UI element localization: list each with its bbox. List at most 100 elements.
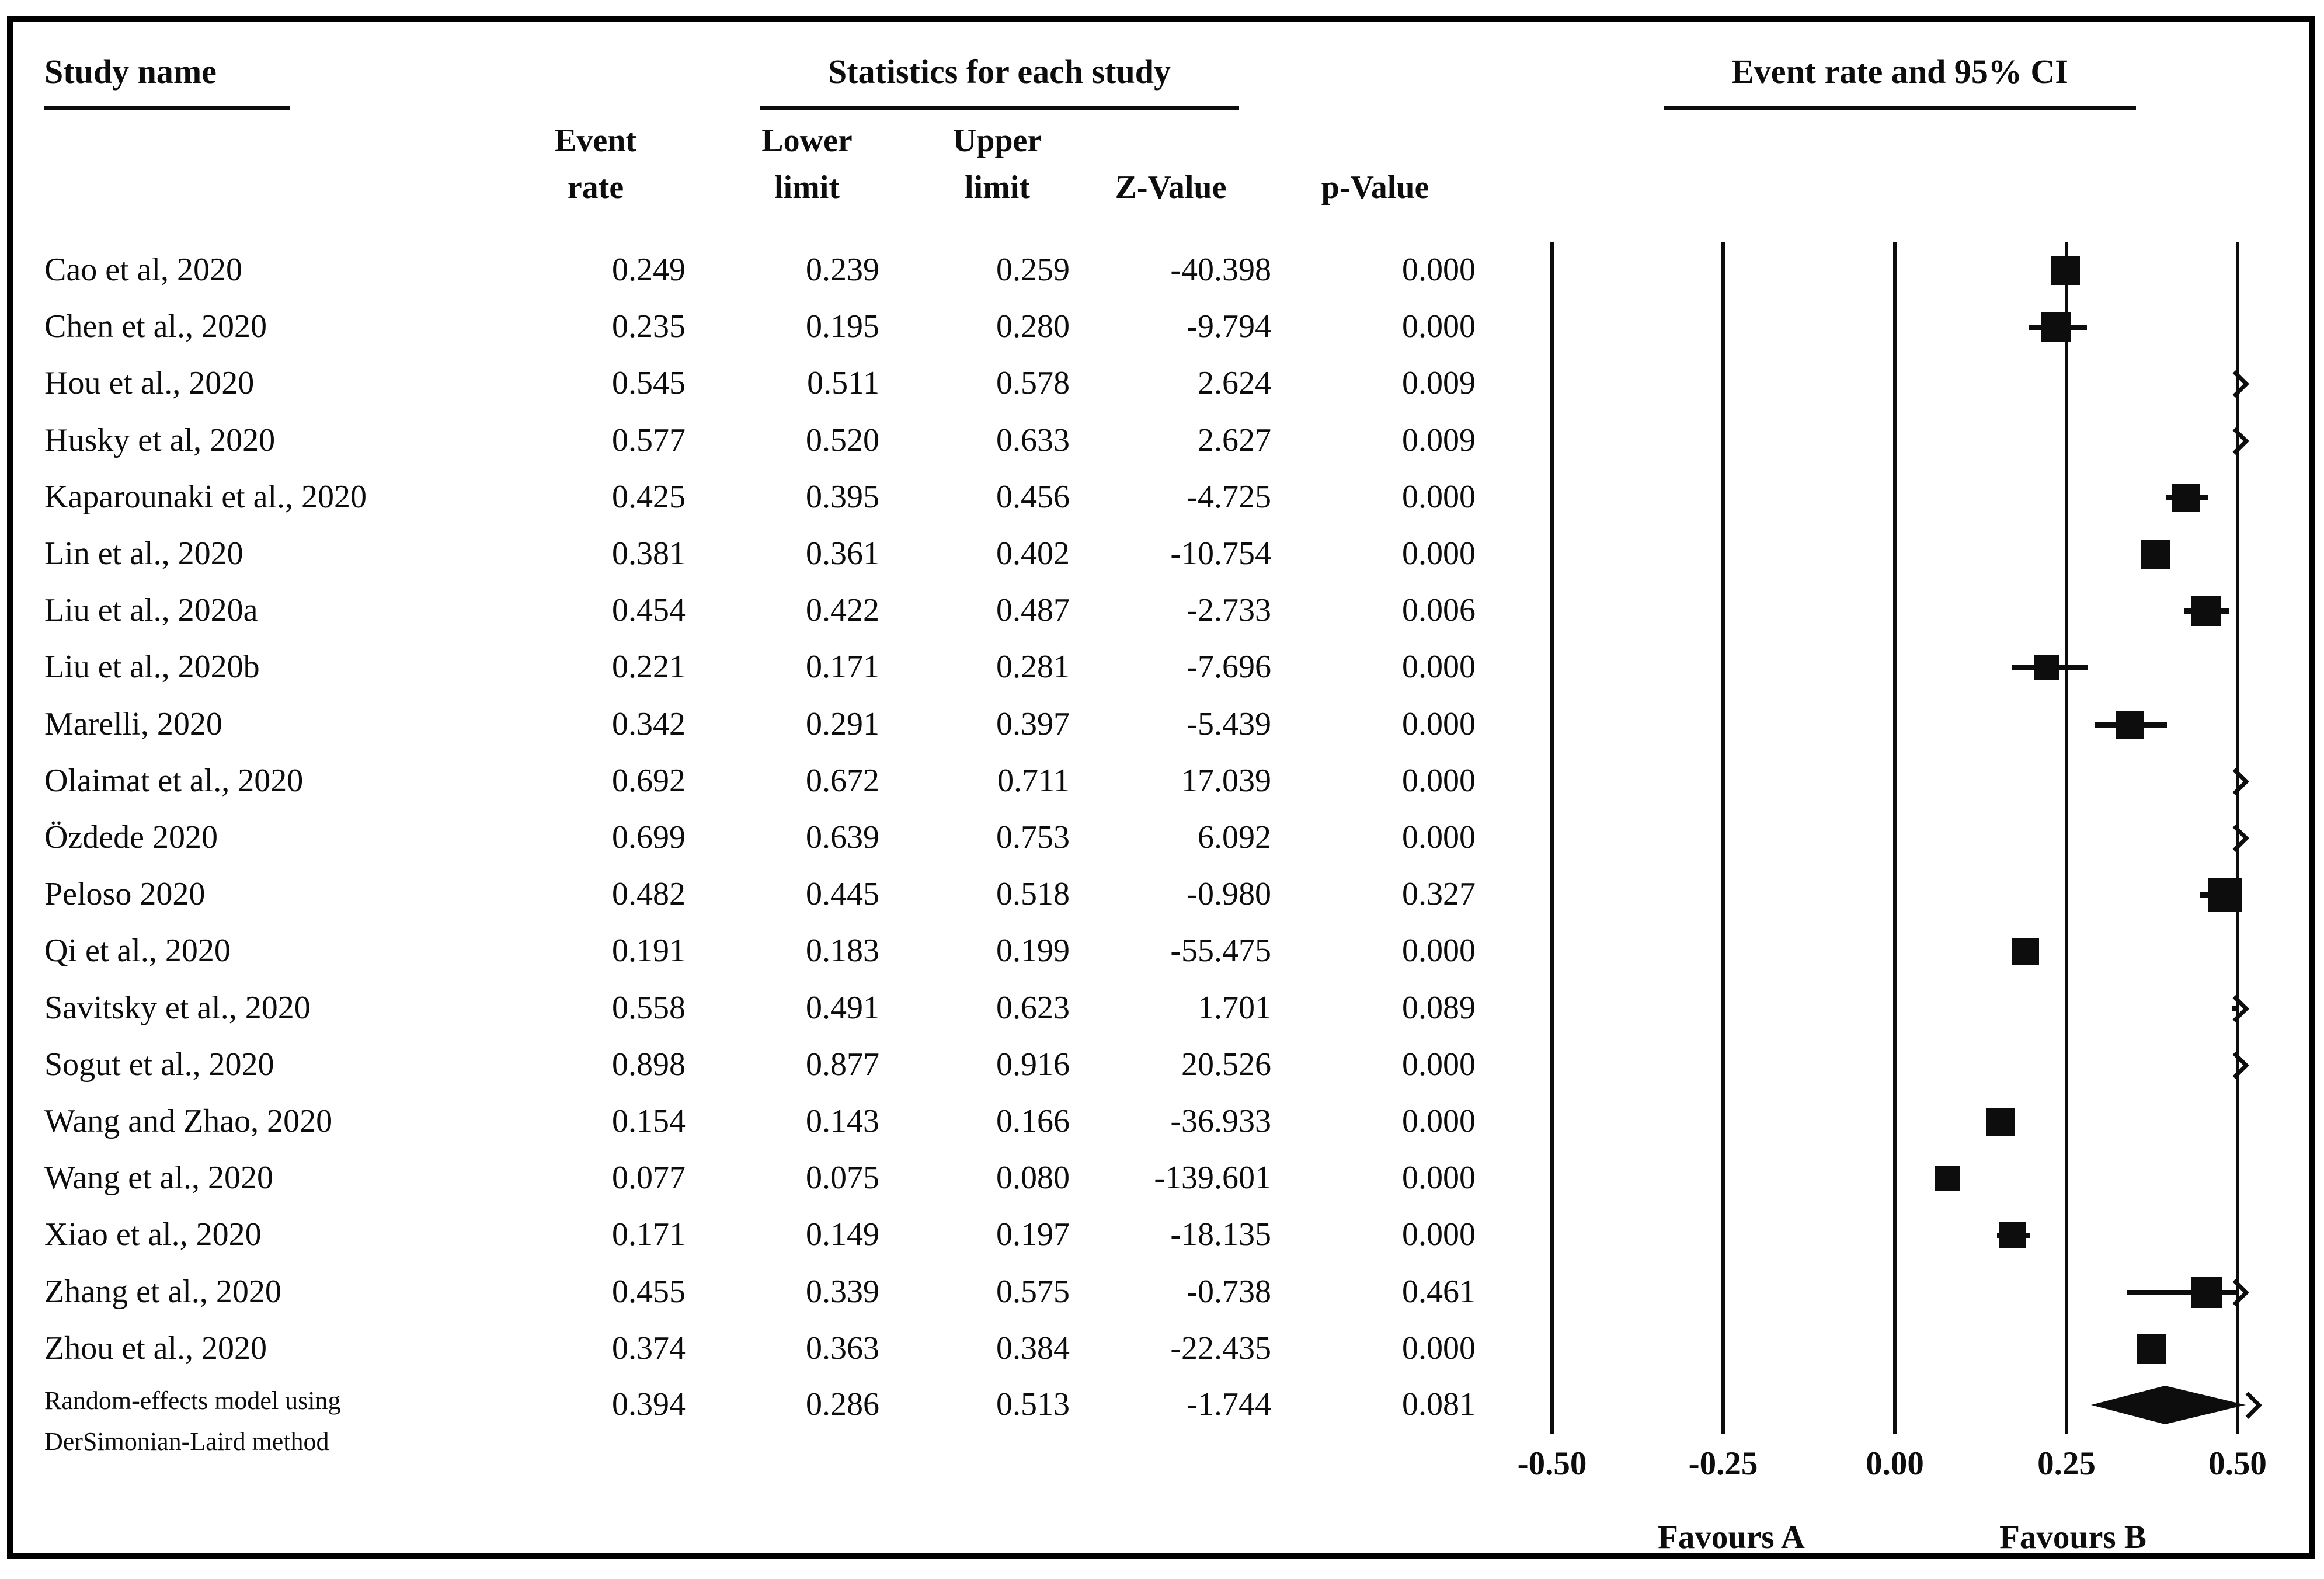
p-value: 0.000 xyxy=(1402,1330,1476,1366)
z-value: -0.980 xyxy=(1187,876,1271,912)
ci-header: Event rate and 95% CI xyxy=(1731,53,2068,91)
event-rate-value: 0.235 xyxy=(612,308,686,345)
z-value: 1.701 xyxy=(1198,990,1271,1026)
study-name-label: Xiao et al., 2020 xyxy=(44,1216,262,1253)
study-name-label: Lin et al., 2020 xyxy=(44,535,243,572)
study-name-label: Marelli, 2020 xyxy=(44,706,222,742)
axis-tick-label: -0.50 xyxy=(1517,1445,1587,1482)
lower-limit-value: 0.520 xyxy=(806,422,879,458)
col-header-event-line2: rate xyxy=(567,169,624,206)
p-value: 0.327 xyxy=(1402,876,1476,912)
lower-limit-value: 0.422 xyxy=(806,592,879,628)
p-value: 0.000 xyxy=(1402,1216,1476,1253)
axis-tick-label: 0.50 xyxy=(2208,1445,2267,1482)
z-value: 2.624 xyxy=(1198,365,1271,401)
study-name-label: Liu et al., 2020a xyxy=(44,592,258,628)
offscale-arrow-icon xyxy=(2222,427,2249,455)
event-rate-value: 0.249 xyxy=(612,252,686,288)
upper-limit-value: 0.633 xyxy=(996,422,1070,458)
p-value: 0.000 xyxy=(1402,535,1476,572)
upper-limit-value: 0.575 xyxy=(996,1274,1070,1310)
upper-limit-value: 0.753 xyxy=(996,819,1070,855)
study-name-label: Husky et al, 2020 xyxy=(44,422,276,458)
p-value: 0.009 xyxy=(1402,422,1476,458)
z-value: -5.439 xyxy=(1187,706,1271,742)
lower-limit-value: 0.239 xyxy=(806,252,879,288)
upper-limit-value: 0.384 xyxy=(996,1330,1070,1366)
event-rate-marker xyxy=(2116,711,2144,739)
z-value: -9.794 xyxy=(1187,308,1271,345)
event-rate-value: 0.545 xyxy=(612,365,686,401)
z-value: -18.135 xyxy=(1170,1216,1271,1253)
lower-limit-value: 0.395 xyxy=(806,479,879,515)
col-header-lower-line1: Lower xyxy=(761,123,853,159)
study-name-label: Qi et al., 2020 xyxy=(44,933,231,969)
p-value: 0.009 xyxy=(1402,365,1476,401)
col-header-p-value: p-Value xyxy=(1321,169,1429,206)
upper-limit-value: 0.487 xyxy=(996,592,1070,628)
event-rate-marker xyxy=(1999,1222,2026,1248)
summary-lower-limit-value: 0.286 xyxy=(806,1386,879,1423)
upper-limit-value: 0.166 xyxy=(996,1103,1070,1139)
offscale-arrow-icon xyxy=(2222,370,2249,398)
upper-limit-value: 0.397 xyxy=(996,706,1070,742)
event-rate-value: 0.154 xyxy=(612,1103,686,1139)
upper-limit-value: 0.916 xyxy=(996,1046,1070,1083)
upper-limit-value: 0.281 xyxy=(996,649,1070,685)
upper-limit-value: 0.456 xyxy=(996,479,1070,515)
lower-limit-value: 0.183 xyxy=(806,933,879,969)
gridline xyxy=(1893,242,1897,1434)
study-name-label: Zhou et al., 2020 xyxy=(44,1330,267,1366)
gridline xyxy=(2065,242,2068,1434)
event-rate-value: 0.482 xyxy=(612,876,686,912)
upper-limit-value: 0.711 xyxy=(997,763,1070,799)
z-value: -139.601 xyxy=(1154,1160,1271,1196)
study-name-label: Wang and Zhao, 2020 xyxy=(44,1103,333,1139)
lower-limit-value: 0.877 xyxy=(806,1046,879,1083)
gridline xyxy=(1721,242,1725,1434)
upper-limit-value: 0.518 xyxy=(996,876,1070,912)
z-value: -0.738 xyxy=(1187,1274,1271,1310)
summary-model-label-line1: Random-effects model using xyxy=(44,1386,341,1415)
p-value: 0.461 xyxy=(1402,1274,1476,1310)
event-rate-marker xyxy=(2141,540,2170,569)
summary-z-value: -1.744 xyxy=(1187,1386,1271,1423)
event-rate-value: 0.381 xyxy=(612,535,686,572)
ci-line xyxy=(2127,1290,2238,1295)
p-value: 0.089 xyxy=(1402,990,1476,1026)
study-name-label: Savitsky et al., 2020 xyxy=(44,990,311,1026)
study-name-label: Sogut et al., 2020 xyxy=(44,1046,274,1083)
z-value: -10.754 xyxy=(1170,535,1271,572)
summary-model-label-line2: DerSimonian-Laird method xyxy=(44,1427,329,1456)
summary-p-value: 0.081 xyxy=(1402,1386,1476,1423)
event-rate-value: 0.898 xyxy=(612,1046,686,1083)
event-rate-marker xyxy=(2172,484,2200,512)
lower-limit-value: 0.195 xyxy=(806,308,879,345)
offscale-arrow-icon xyxy=(2222,995,2249,1022)
event-rate-value: 0.221 xyxy=(612,649,686,685)
upper-limit-value: 0.080 xyxy=(996,1160,1070,1196)
event-rate-value: 0.425 xyxy=(612,479,686,515)
event-rate-marker xyxy=(2191,1277,2222,1308)
p-value: 0.000 xyxy=(1402,1046,1476,1083)
event-rate-marker xyxy=(2041,312,2071,342)
summary-diamond xyxy=(2091,1386,2246,1424)
lower-limit-value: 0.363 xyxy=(806,1330,879,1366)
axis-tick-label: -0.25 xyxy=(1688,1445,1758,1482)
lower-limit-value: 0.075 xyxy=(806,1160,879,1196)
lower-limit-value: 0.149 xyxy=(806,1216,879,1253)
lower-limit-value: 0.491 xyxy=(806,990,879,1026)
z-value: -55.475 xyxy=(1170,933,1271,969)
lower-limit-value: 0.143 xyxy=(806,1103,879,1139)
favours-a-label: Favours A xyxy=(1658,1519,1805,1556)
z-value: 6.092 xyxy=(1198,819,1271,855)
event-rate-value: 0.558 xyxy=(612,990,686,1026)
lower-limit-value: 0.639 xyxy=(806,819,879,855)
favours-b-label: Favours B xyxy=(1999,1519,2146,1556)
event-rate-value: 0.455 xyxy=(612,1274,686,1310)
study-name-label: Wang et al., 2020 xyxy=(44,1160,274,1196)
z-value: -4.725 xyxy=(1187,479,1271,515)
event-rate-marker xyxy=(2191,596,2221,626)
col-header-z-value: Z-Value xyxy=(1115,169,1227,206)
lower-limit-value: 0.511 xyxy=(807,365,879,401)
